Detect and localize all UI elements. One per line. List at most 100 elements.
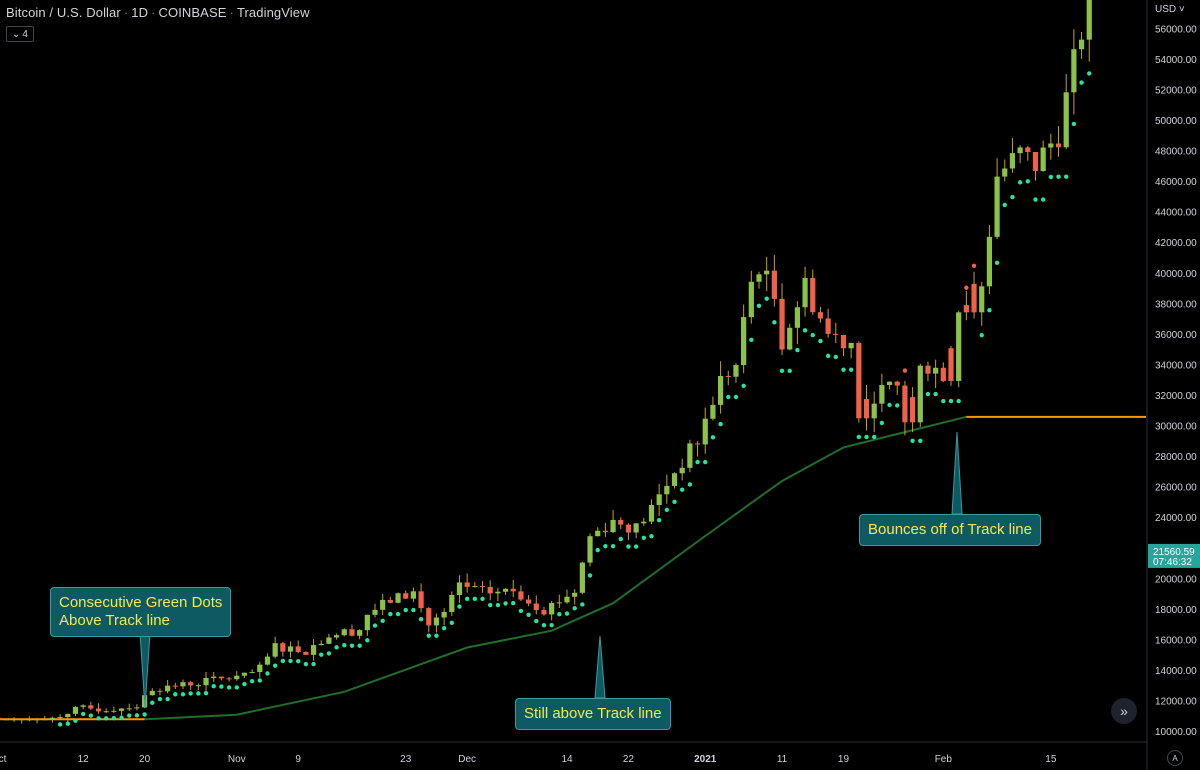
source-label: TradingView <box>236 5 310 20</box>
candle-body <box>1009 153 1016 169</box>
dot-green <box>749 337 754 343</box>
candle-up <box>326 633 332 645</box>
dot-green <box>587 573 593 578</box>
dot-green <box>618 536 623 542</box>
candle-body <box>157 690 163 692</box>
candle-up <box>449 591 455 617</box>
indicator-count: 4 <box>22 28 28 40</box>
candle-down <box>188 680 194 690</box>
countdown-label: 07:46:32 <box>1153 557 1192 568</box>
dot-green <box>511 600 516 606</box>
candle-up <box>310 639 317 661</box>
candle-up <box>410 587 416 602</box>
candle-body <box>963 305 969 313</box>
candle-body <box>257 664 263 672</box>
candle-body <box>817 312 824 319</box>
candle-up <box>664 474 670 504</box>
dot-green <box>1017 180 1023 185</box>
candle-up <box>42 716 48 721</box>
candle-body <box>165 685 171 692</box>
candle-body <box>318 643 324 646</box>
candle-body <box>433 617 440 626</box>
candle-body <box>564 596 570 603</box>
callout-pointer-still-above <box>594 635 606 699</box>
candle-up <box>111 706 117 714</box>
interval-label[interactable]: 1D <box>131 5 149 20</box>
dot-green <box>856 434 862 440</box>
dot-green <box>833 354 838 360</box>
candle-body <box>863 399 870 419</box>
dot-green <box>180 692 186 697</box>
time-tick-label: Nov <box>228 754 246 765</box>
candle-body <box>618 519 624 525</box>
candle-body <box>702 418 708 445</box>
candle-down <box>510 579 516 598</box>
price-tick-label: 18000.00 <box>1155 605 1197 616</box>
dot-green <box>779 368 785 374</box>
candle-body <box>510 588 516 592</box>
dot-green <box>672 499 677 505</box>
dot-green <box>342 642 347 648</box>
dot-green <box>726 394 731 400</box>
candle-body <box>886 381 893 386</box>
candle-body <box>587 536 593 563</box>
candle-down <box>280 642 286 657</box>
dot-green <box>1079 80 1084 85</box>
candle-body <box>387 599 393 603</box>
candle-up <box>1002 159 1008 182</box>
price-tick-label: 12000.00 <box>1155 696 1197 707</box>
candle-up <box>134 704 140 711</box>
candle-down <box>526 595 532 607</box>
candle-down <box>856 341 862 423</box>
dot-green <box>380 618 385 624</box>
candle-up <box>495 587 501 602</box>
candle-body <box>894 381 900 386</box>
dot-green <box>626 544 631 549</box>
candle-body <box>57 717 63 719</box>
candle-up <box>57 714 63 721</box>
currency-label: USD <box>1155 4 1177 15</box>
scroll-to-realtime-button[interactable]: » <box>1111 698 1137 724</box>
candle-down <box>403 590 409 599</box>
candle-body <box>326 637 332 644</box>
candle-body <box>426 608 432 626</box>
dot-green <box>480 596 485 602</box>
auto-scale-button[interactable]: A <box>1167 750 1183 766</box>
candle-up <box>648 499 655 525</box>
dot-green <box>910 438 915 443</box>
time-tick-label: Oct <box>0 754 7 765</box>
candle-down <box>487 580 493 601</box>
candle-up <box>364 614 370 636</box>
candle-body <box>203 677 209 686</box>
candle-body <box>134 707 140 709</box>
callout-consecutive: Consecutive Green Dots Above Track line <box>50 587 232 637</box>
candle-up <box>572 589 578 605</box>
candle-up <box>195 683 201 691</box>
candle-down <box>0 717 2 720</box>
candle-up <box>334 633 340 640</box>
candle-up <box>671 472 678 489</box>
candle-up <box>733 363 739 383</box>
dot-green <box>741 383 746 389</box>
candle-up <box>764 256 770 292</box>
currency-selector[interactable]: USD ˅ <box>1155 4 1185 15</box>
candle-up <box>1063 74 1069 150</box>
candle-up <box>886 381 893 390</box>
indicators-toggle-button[interactable]: ⌄ 4 <box>6 26 34 42</box>
candle-up <box>372 603 378 618</box>
candle-body <box>349 629 355 636</box>
dot-green <box>787 368 792 374</box>
candle-down <box>157 688 163 696</box>
dot-green <box>418 616 424 622</box>
dot-green <box>518 608 524 614</box>
symbol-name[interactable]: Bitcoin / U.S. Dollar <box>6 5 121 20</box>
candle-body <box>971 283 977 313</box>
candle-up <box>1078 32 1085 59</box>
dot-green <box>687 482 693 487</box>
dot-green <box>1033 197 1038 202</box>
time-tick-label: 9 <box>295 754 301 765</box>
candle-up <box>118 708 125 716</box>
track-line-layer <box>0 415 1146 721</box>
candle-up <box>1040 140 1046 172</box>
